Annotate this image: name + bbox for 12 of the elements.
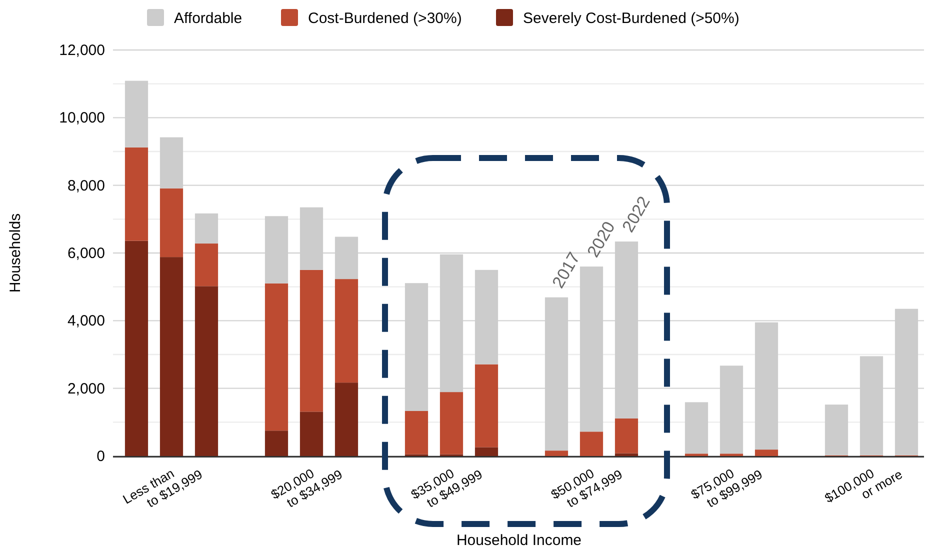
y-tick-label: 2,000 (67, 380, 105, 398)
legend-label: Cost-Burdened (>30%) (308, 10, 462, 27)
x-axis-title: Household Income (456, 532, 582, 549)
y-tick-label: 6,000 (67, 245, 105, 262)
y-tick-label: 12,000 (59, 42, 105, 59)
y-tick-label: 8,000 (67, 177, 105, 194)
y-tick-label: 4,000 (67, 312, 105, 330)
y-axis-title: Households (7, 213, 24, 293)
legend-label: Affordable (174, 10, 242, 27)
legend-label: Severely Cost-Burdened (>50%) (523, 10, 740, 27)
y-tick-label: 0 (96, 448, 105, 465)
y-tick-label: 10,000 (59, 110, 105, 127)
